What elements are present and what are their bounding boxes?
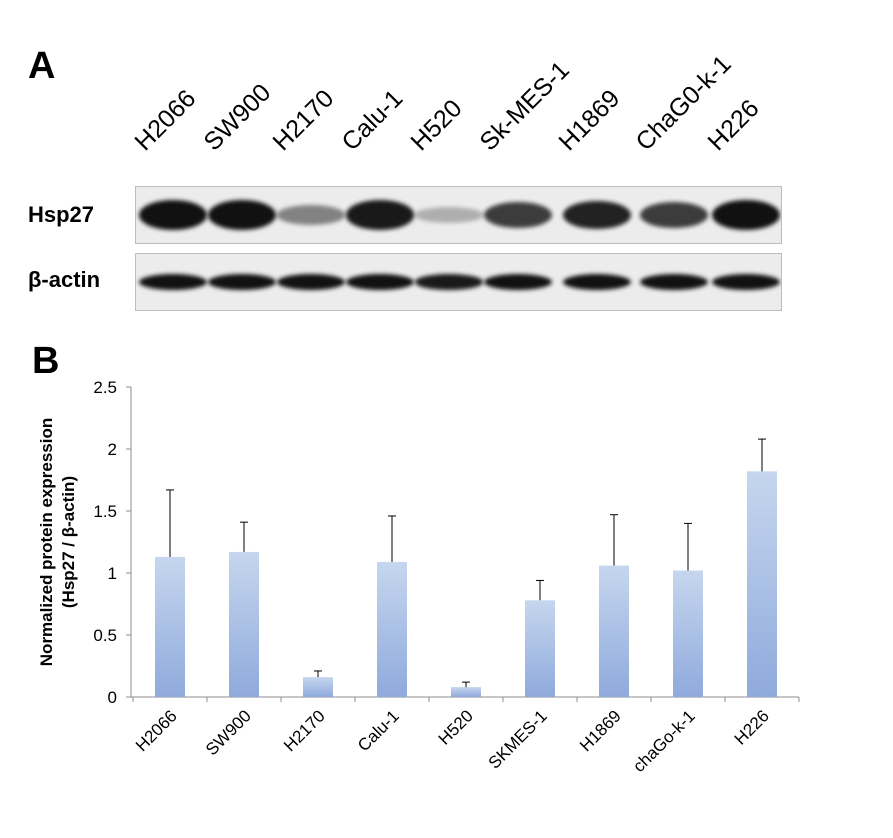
x-tick-label: SW900: [202, 706, 255, 759]
blot-band: [277, 205, 345, 225]
bar: [599, 565, 629, 697]
panel-b-letter: B: [32, 340, 60, 382]
y-tick-label: 2.5: [93, 378, 117, 397]
y-axis-label: Normalized protein expression: [37, 418, 56, 666]
blot-band: [139, 200, 207, 230]
row-label-hsp27: Hsp27: [28, 202, 95, 227]
x-tick-label: Calu-1: [354, 706, 403, 755]
bar: [377, 561, 407, 697]
bar: [303, 677, 333, 697]
blot-band: [640, 202, 708, 228]
blot-band: [563, 274, 631, 290]
panel-a-letter: A: [28, 45, 56, 87]
blot-band: [712, 274, 780, 290]
y-tick-label: 1.5: [93, 502, 117, 521]
blot-band: [139, 274, 207, 290]
blot-band: [415, 207, 483, 223]
y-tick-label: 1: [108, 564, 117, 583]
blot-band: [415, 274, 483, 290]
y-axis-label: (Hsp27 / β-actin): [59, 476, 78, 608]
x-tick-label: H2170: [280, 706, 329, 755]
bar: [451, 687, 481, 697]
blot-band: [640, 274, 708, 290]
blot-band: [712, 200, 780, 230]
blot-band: [346, 274, 414, 290]
x-tick-label: H226: [731, 706, 773, 748]
blot-band: [208, 200, 276, 230]
blot-band: [208, 274, 276, 290]
x-tick-label: H1869: [576, 706, 625, 755]
y-tick-label: 0.5: [93, 626, 117, 645]
x-tick-label: H520: [435, 706, 477, 748]
blot-band: [563, 200, 631, 230]
blot-band: [346, 200, 414, 230]
bar: [673, 570, 703, 697]
row-label-beta-actin: β-actin: [28, 267, 101, 292]
hsp27-blot: [135, 186, 782, 244]
y-tick-label: 2: [108, 440, 117, 459]
blot-band: [277, 274, 345, 290]
bar: [229, 551, 259, 697]
bar: [155, 556, 185, 697]
x-tick-label: H2066: [132, 706, 181, 755]
bar: [525, 600, 555, 697]
x-tick-label: SKMES-1: [485, 706, 551, 772]
bar: [747, 471, 777, 697]
x-tick-label: chaGo-k-1: [629, 706, 699, 776]
y-tick-label: 0: [108, 688, 117, 707]
beta-actin-blot: [135, 253, 782, 311]
blot-band: [484, 202, 552, 228]
blot-band: [484, 274, 552, 290]
